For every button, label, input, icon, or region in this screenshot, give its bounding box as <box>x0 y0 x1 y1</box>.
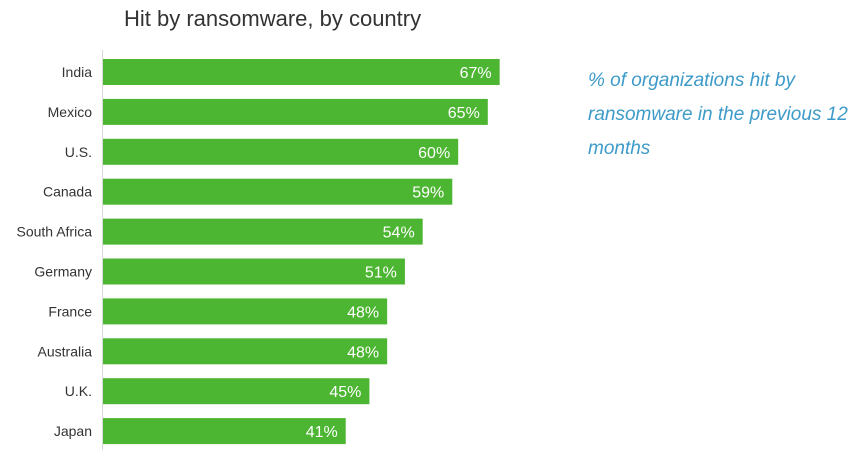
category-label-japan: Japan <box>54 423 92 439</box>
bar-australia <box>103 338 388 365</box>
category-labels: India Mexico U.S. Canada South Africa Germany… <box>17 64 93 439</box>
data-label-south-africa: 54% <box>383 225 415 242</box>
category-label-mexico: Mexico <box>48 104 93 120</box>
category-label-india: India <box>62 64 93 80</box>
data-label-u-k: 45% <box>329 384 361 401</box>
data-label-india: 67% <box>460 65 492 82</box>
category-label-canada: Canada <box>43 184 92 200</box>
bar-south-africa <box>103 218 423 245</box>
category-label-south-africa: South Africa <box>17 224 93 240</box>
category-label-france: France <box>48 303 92 319</box>
data-label-japan: 41% <box>306 424 338 441</box>
category-label-germany: Germany <box>34 264 92 280</box>
data-label-australia: 48% <box>347 344 379 361</box>
bar-germany <box>103 258 405 285</box>
bar-canada <box>103 178 453 205</box>
category-label-australia: Australia <box>38 343 93 359</box>
chart-title: Hit by ransomware, by country <box>124 6 422 31</box>
data-label-france: 48% <box>347 304 379 321</box>
data-label-canada: 59% <box>412 185 444 202</box>
category-label-u-s: U.S. <box>65 144 92 160</box>
bar-u-s <box>103 138 459 165</box>
data-labels: 67% 65% 60% 59% 54% 51% 48% 48% 45% 41% <box>306 65 492 441</box>
bar-u-k <box>103 378 370 405</box>
bar-france <box>103 298 388 325</box>
bar-india <box>103 59 500 85</box>
category-label-u-k: U.K. <box>65 383 92 399</box>
data-label-mexico: 65% <box>448 105 480 122</box>
data-label-u-s: 60% <box>418 145 450 162</box>
data-label-germany: 51% <box>365 265 397 282</box>
bars <box>103 59 500 445</box>
chart-annotation: % of organizations hit by ransomware in … <box>588 70 848 159</box>
bar-japan <box>103 418 346 445</box>
bar-mexico <box>103 98 488 125</box>
